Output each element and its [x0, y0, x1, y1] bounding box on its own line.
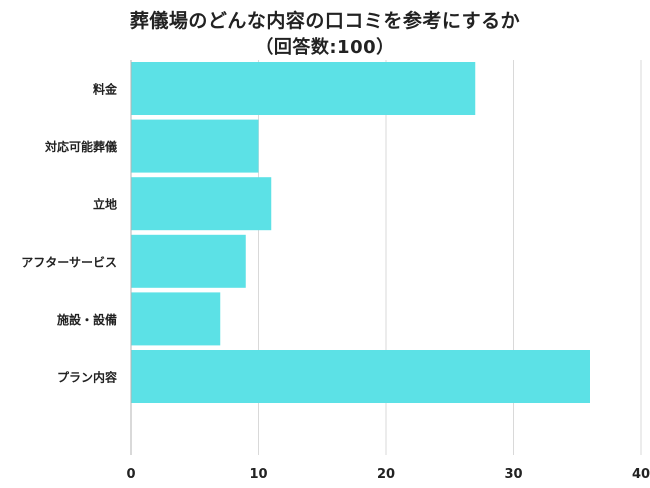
x-tick-label: 30 [504, 467, 522, 482]
chart-subtitle: （回答数:100） [255, 37, 395, 58]
bar [131, 62, 476, 115]
x-tick-label: 40 [632, 467, 650, 482]
bar [131, 234, 246, 288]
category-label: アフターサービス [21, 254, 117, 269]
x-tick-label: 0 [126, 467, 135, 482]
bar [131, 119, 259, 173]
x-tick-label: 10 [249, 467, 267, 482]
x-tick-label: 20 [377, 467, 395, 482]
bar [131, 350, 590, 403]
category-label: 施設・設備 [57, 312, 117, 327]
chart-title: 葬儀場のどんな内容の口コミを参考にするか [129, 10, 521, 32]
category-label: 対応可能葬儀 [44, 139, 117, 154]
category-label: 立地 [93, 197, 117, 212]
category-label: プラン内容 [57, 370, 117, 385]
bar [131, 177, 272, 231]
bar [131, 292, 221, 346]
category-label: 料金 [93, 82, 118, 97]
